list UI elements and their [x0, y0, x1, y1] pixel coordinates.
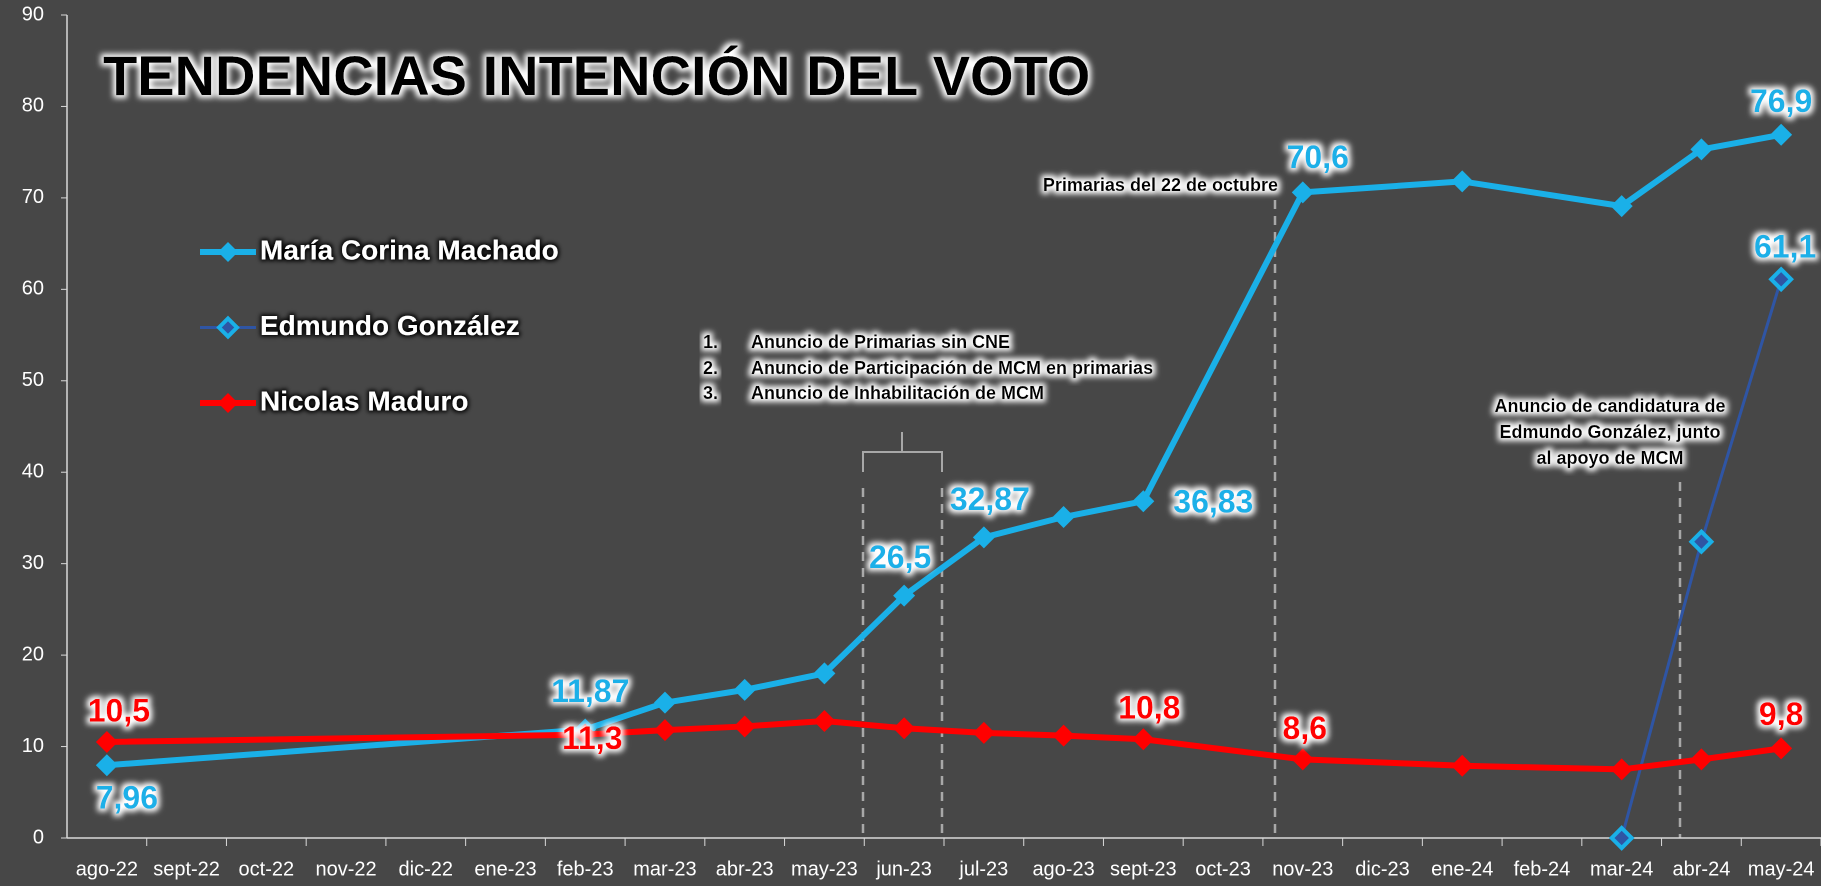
data-label: 8,6 — [1283, 710, 1327, 746]
legend-label: María Corina Machado — [260, 234, 559, 265]
y-tick-label: 90 — [22, 3, 44, 25]
bracket — [862, 432, 943, 472]
point — [1451, 170, 1474, 193]
point — [1608, 825, 1635, 851]
data-label: 32,87 — [950, 481, 1030, 517]
point — [1770, 737, 1793, 760]
point — [1132, 490, 1155, 513]
point — [813, 662, 836, 685]
annotation: Anuncio de Primarias sin CNE — [751, 332, 1010, 352]
x-tick-label: jul-23 — [958, 858, 1008, 880]
data-label: 76,9 — [1750, 83, 1812, 119]
x-tick-label: ago-23 — [1032, 858, 1094, 880]
x-tick-label: oct-22 — [239, 858, 295, 880]
point — [733, 678, 756, 701]
x-tick-label: nov-22 — [315, 858, 376, 880]
annotation-number: 1. — [703, 332, 718, 352]
data-label: 36,83 — [1173, 484, 1253, 520]
legend-marker — [216, 315, 240, 340]
x-tick-label: abr-23 — [716, 858, 774, 880]
y-tick-label: 10 — [22, 735, 44, 757]
annotation: Anuncio de candidatura de — [1494, 396, 1725, 416]
y-tick-label: 60 — [22, 278, 44, 300]
point — [893, 584, 916, 607]
point — [574, 723, 597, 746]
point — [972, 526, 995, 549]
point — [95, 730, 118, 753]
point — [1690, 138, 1713, 161]
x-tick-label: sept-22 — [153, 858, 220, 880]
y-tick-label: 30 — [22, 552, 44, 574]
x-tick-label: nov-23 — [1272, 858, 1333, 880]
point — [1770, 123, 1793, 146]
data-label: 7,96 — [96, 780, 158, 816]
legend-marker — [218, 393, 238, 413]
point — [893, 717, 916, 740]
x-tick-label: ene-23 — [474, 858, 536, 880]
x-tick-label: may-24 — [1748, 858, 1815, 880]
point — [1768, 266, 1794, 293]
point — [1610, 758, 1633, 781]
chart-title: TENDENCIAS INTENCIÓN DEL VOTO — [103, 44, 1090, 107]
legend-marker — [218, 242, 238, 262]
annotation: Anuncio de Participación de MCM en prima… — [751, 358, 1153, 378]
point — [1610, 195, 1633, 218]
x-tick-label: feb-24 — [1514, 858, 1571, 880]
legend-label: Nicolas Maduro — [260, 385, 468, 416]
point — [1688, 528, 1715, 555]
event-markers — [861, 200, 1682, 838]
data-label: 70,6 — [1287, 139, 1349, 175]
annotation-number: 3. — [703, 383, 718, 403]
x-tick-label: oct-23 — [1195, 858, 1251, 880]
annotation-number: 2. — [703, 358, 718, 378]
point — [1291, 748, 1314, 771]
data-label: 26,5 — [869, 539, 931, 575]
x-tick-label: ene-24 — [1431, 858, 1493, 880]
data-label: 61,1 — [1754, 229, 1816, 265]
point — [1052, 506, 1075, 529]
series-line — [106, 131, 1782, 769]
x-tick-label: feb-23 — [557, 858, 614, 880]
x-tick-label: ago-22 — [76, 858, 138, 880]
point — [95, 754, 118, 777]
series-line — [106, 717, 1782, 773]
point — [733, 715, 756, 738]
data-label: 11,3 — [562, 720, 623, 756]
x-tick-label: mar-24 — [1590, 858, 1653, 880]
y-tick-label: 0 — [33, 826, 44, 848]
annotation: Edmundo González, junto — [1500, 422, 1721, 442]
point — [1132, 728, 1155, 751]
data-label: 9,8 — [1759, 696, 1803, 732]
x-tick-label: dic-22 — [399, 858, 453, 880]
y-tick-label: 70 — [22, 186, 44, 208]
point — [653, 719, 676, 742]
y-tick-label: 40 — [22, 461, 44, 483]
x-tick-label: abr-24 — [1673, 858, 1731, 880]
y-tick-label: 50 — [22, 369, 44, 391]
y-tick-label: 20 — [22, 643, 44, 665]
point — [1291, 181, 1314, 204]
point — [1690, 748, 1713, 771]
x-tick-label: sept-23 — [1110, 858, 1177, 880]
x-tick-label: dic-23 — [1355, 858, 1409, 880]
point — [653, 691, 676, 714]
data-label: 11,87 — [551, 673, 629, 709]
point — [1451, 754, 1474, 777]
point — [813, 709, 836, 732]
legend-label: Edmundo González — [260, 310, 520, 341]
x-tick-label: mar-23 — [633, 858, 696, 880]
data-label: 10,8 — [1118, 690, 1180, 726]
data-label: 10,5 — [88, 692, 150, 728]
annotation: Anuncio de Inhabilitación de MCM — [751, 383, 1044, 403]
x-tick-label: may-23 — [791, 858, 858, 880]
point — [972, 721, 995, 744]
y-tick-label: 80 — [22, 95, 44, 117]
annotation: Primarias del 22 de octubre — [1043, 175, 1278, 195]
annotation: al apoyo de MCM — [1536, 448, 1683, 468]
x-tick-label: jun-23 — [875, 858, 932, 880]
point — [1052, 724, 1075, 747]
